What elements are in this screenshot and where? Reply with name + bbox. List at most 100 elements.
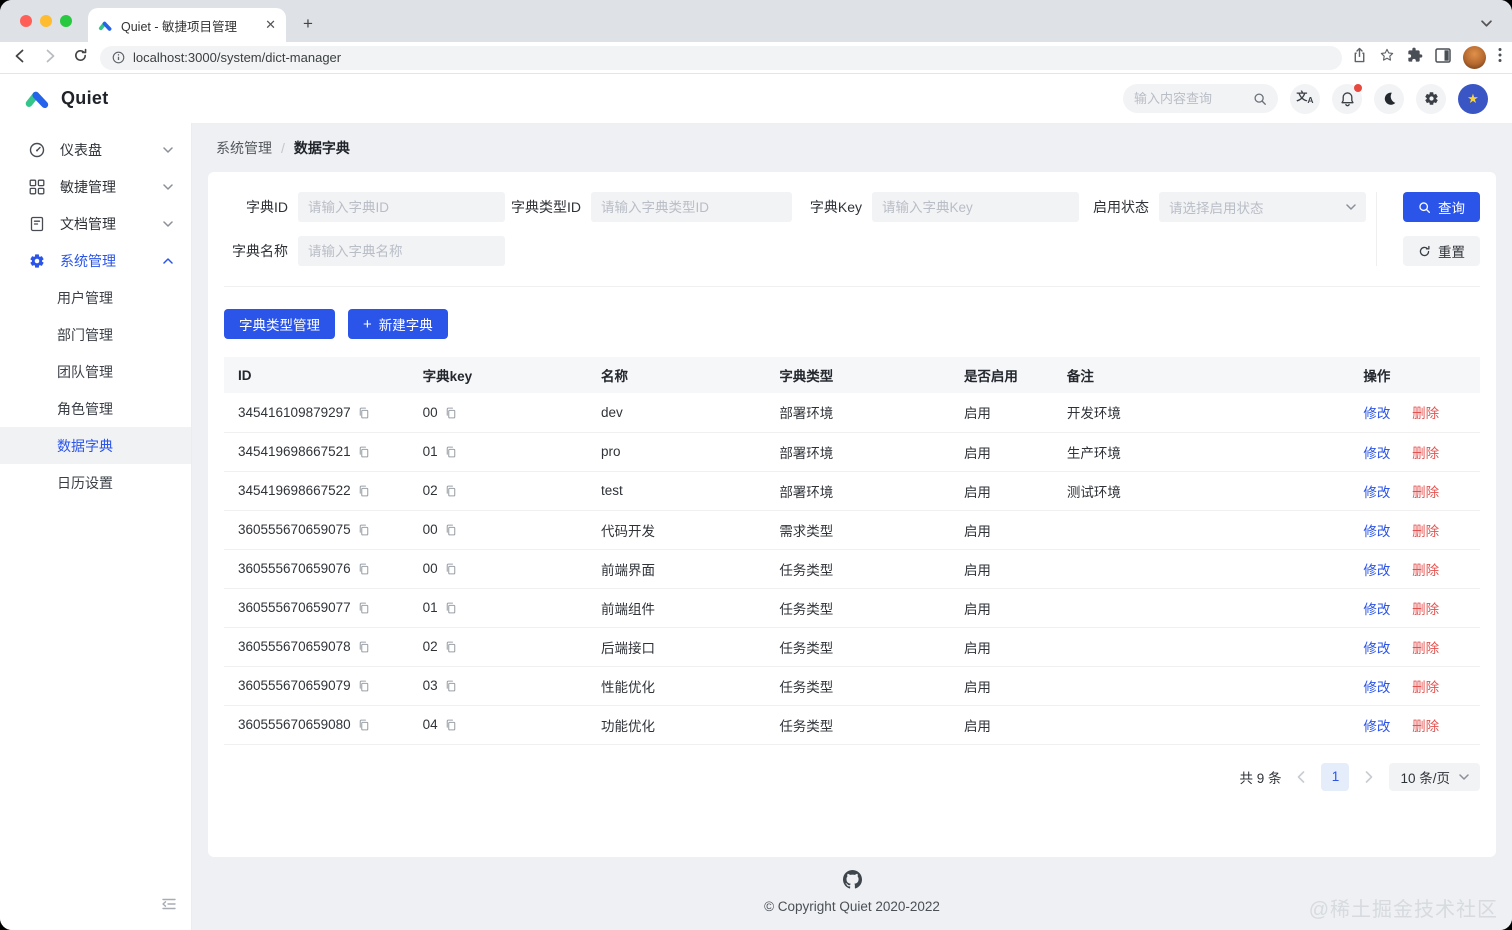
gear-icon [30, 253, 44, 268]
close-window-button[interactable] [20, 15, 32, 27]
copy-icon[interactable] [358, 602, 370, 614]
forward-icon[interactable] [40, 48, 60, 68]
edit-link[interactable]: 修改 [1363, 718, 1391, 734]
side-panel-icon[interactable] [1435, 47, 1451, 68]
copy-icon[interactable] [445, 524, 457, 536]
copy-icon[interactable] [358, 446, 370, 458]
tab-search-chevron-icon[interactable] [1481, 14, 1492, 32]
sidebar-subitem-roles[interactable]: 角色管理 [57, 400, 113, 417]
dict-type-manage-button[interactable]: 字典类型管理 [224, 309, 335, 339]
cell-key: 02 [408, 471, 587, 511]
global-search[interactable] [1123, 84, 1278, 113]
enabled-status-select[interactable]: 请选择启用状态 [1159, 192, 1366, 222]
page-size-select[interactable]: 10 条/页 [1389, 762, 1480, 791]
edit-link[interactable]: 修改 [1363, 484, 1391, 500]
translate-icon[interactable]: 文A [1290, 83, 1320, 114]
new-dict-button[interactable]: + 新建字典 [348, 309, 448, 339]
notifications-bell-icon[interactable] [1332, 83, 1362, 114]
copy-icon[interactable] [358, 719, 370, 731]
address-bar[interactable]: localhost:3000/system/dict-manager [100, 45, 1342, 70]
sidebar-subitem-users[interactable]: 用户管理 [57, 289, 113, 306]
share-icon[interactable] [1352, 47, 1367, 69]
edit-link[interactable]: 修改 [1363, 562, 1391, 578]
chevron-down-icon [1459, 773, 1469, 780]
copy-icon[interactable] [358, 485, 370, 497]
delete-link[interactable]: 删除 [1412, 523, 1440, 539]
prev-page-icon[interactable] [1292, 770, 1310, 783]
copy-icon[interactable] [445, 485, 457, 497]
new-tab-button[interactable]: + [303, 14, 313, 33]
dark-mode-moon-icon[interactable] [1374, 83, 1404, 114]
delete-link[interactable]: 删除 [1412, 640, 1440, 656]
query-button[interactable]: 查询 [1403, 192, 1480, 222]
tab-close-icon[interactable]: ✕ [265, 17, 276, 32]
copy-icon[interactable] [445, 602, 457, 614]
chevron-down-icon [163, 220, 173, 227]
edit-link[interactable]: 修改 [1363, 601, 1391, 617]
maximize-window-button[interactable] [60, 15, 72, 27]
copy-icon[interactable] [445, 719, 457, 731]
dict-key-input[interactable] [872, 192, 1079, 222]
sidebar-subitem-calendar[interactable]: 日历设置 [57, 474, 113, 491]
site-info-icon[interactable] [112, 51, 125, 64]
back-icon[interactable] [10, 48, 30, 68]
delete-link[interactable]: 删除 [1412, 406, 1440, 422]
page-number-current[interactable]: 1 [1321, 762, 1350, 791]
copy-icon[interactable] [445, 446, 457, 458]
copy-icon[interactable] [445, 680, 457, 692]
copy-icon[interactable] [358, 680, 370, 692]
extensions-puzzle-icon[interactable] [1407, 47, 1423, 68]
delete-link[interactable]: 删除 [1412, 718, 1440, 734]
window-controls[interactable] [20, 15, 72, 27]
reset-button[interactable]: 重置 [1403, 236, 1480, 266]
edit-link[interactable]: 修改 [1363, 679, 1391, 695]
global-search-input[interactable] [1134, 91, 1247, 106]
minimize-window-button[interactable] [40, 15, 52, 27]
edit-link[interactable]: 修改 [1363, 445, 1391, 461]
edit-link[interactable]: 修改 [1363, 640, 1391, 656]
dict-id-input[interactable] [298, 192, 505, 222]
breadcrumb-parent[interactable]: 系统管理 [216, 140, 272, 156]
cell-remark: 测试环境 [1052, 471, 1350, 511]
cell-enabled: 启用 [949, 705, 1053, 745]
sidebar-collapse-icon[interactable] [161, 897, 177, 916]
copy-icon[interactable] [358, 563, 370, 575]
copy-icon[interactable] [445, 563, 457, 575]
dict-type-id-input[interactable] [591, 192, 792, 222]
sidebar-subitem-dictionary[interactable]: 数据字典 [0, 427, 191, 464]
browser-profile-avatar[interactable] [1463, 46, 1486, 69]
sidebar-item-dashboard[interactable]: 仪表盘 [0, 131, 191, 168]
github-icon[interactable] [842, 870, 862, 889]
bookmark-star-icon[interactable] [1379, 47, 1395, 68]
edit-link[interactable]: 修改 [1363, 523, 1391, 539]
delete-link[interactable]: 删除 [1412, 484, 1440, 500]
copy-icon[interactable] [445, 641, 457, 653]
delete-link[interactable]: 删除 [1412, 601, 1440, 617]
delete-link[interactable]: 删除 [1412, 445, 1440, 461]
copy-icon[interactable] [358, 407, 370, 419]
chevron-down-icon [163, 146, 173, 153]
dict-name-input[interactable] [298, 236, 505, 266]
sidebar-item-documents[interactable]: 文档管理 [0, 205, 191, 242]
sidebar-item-system[interactable]: 系统管理 [0, 242, 191, 279]
browser-tab-active[interactable]: Quiet - 敏捷项目管理 ✕ [88, 8, 286, 42]
sidebar-subitem-teams[interactable]: 团队管理 [57, 363, 113, 380]
reload-icon[interactable] [70, 48, 90, 67]
copy-icon[interactable] [358, 641, 370, 653]
browser-menu-icon[interactable] [1498, 47, 1502, 68]
app-logo[interactable]: Quiet [24, 85, 109, 112]
copy-icon[interactable] [358, 524, 370, 536]
cell-id: 345416109879297 [224, 393, 409, 433]
delete-link[interactable]: 删除 [1412, 679, 1440, 695]
search-icon[interactable] [1253, 92, 1267, 106]
sidebar-subitem-departments[interactable]: 部门管理 [57, 326, 113, 343]
user-avatar[interactable]: ★ [1458, 83, 1488, 114]
sidebar-item-agile[interactable]: 敏捷管理 [0, 168, 191, 205]
settings-gear-icon[interactable] [1416, 83, 1446, 114]
cell-key: 00 [408, 393, 587, 433]
copy-icon[interactable] [445, 407, 457, 419]
cell-enabled: 启用 [949, 627, 1053, 667]
delete-link[interactable]: 删除 [1412, 562, 1440, 578]
next-page-icon[interactable] [1360, 770, 1378, 783]
edit-link[interactable]: 修改 [1363, 406, 1391, 422]
